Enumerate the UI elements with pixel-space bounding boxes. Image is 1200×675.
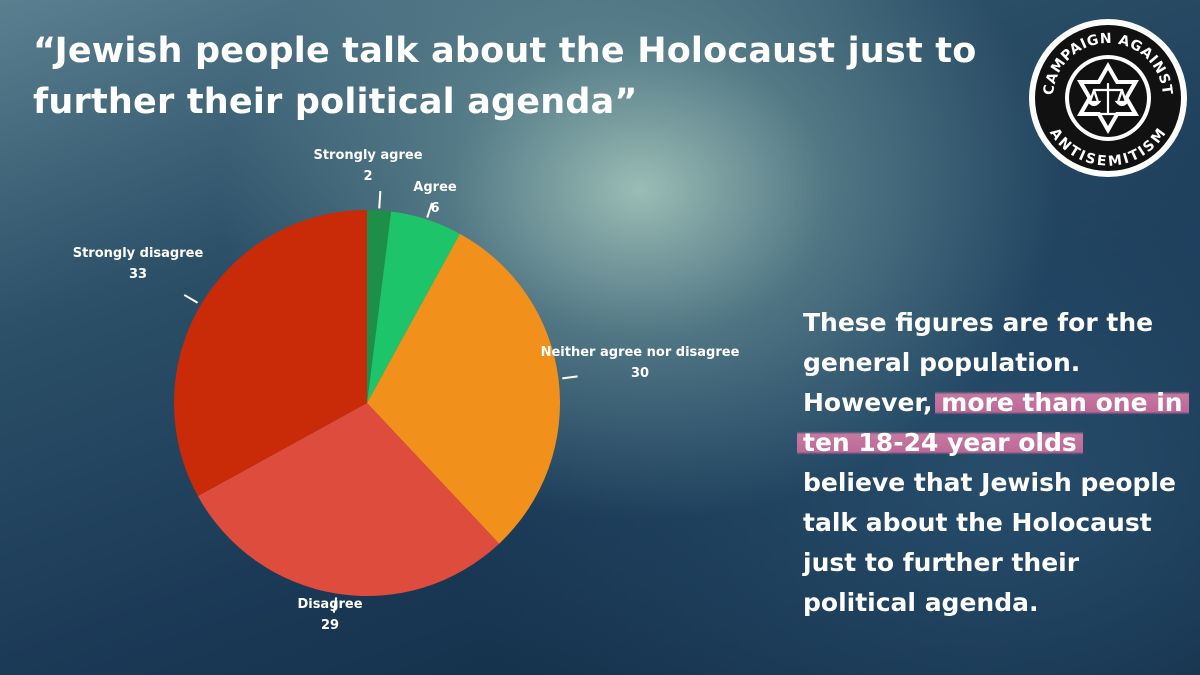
slice-label: Disagree 29 bbox=[297, 594, 362, 636]
leader-line bbox=[562, 375, 578, 380]
slice-label-name: Agree bbox=[413, 180, 457, 195]
campaign-against-antisemitism-logo: CAMPAIGN AGAINST ANTISEMITISM bbox=[1029, 19, 1187, 177]
headline: “Jewish people talk about the Holocaust … bbox=[33, 31, 977, 122]
side-note-intro: These figures are for the general popula… bbox=[803, 308, 1154, 417]
slice-label-name: Disagree bbox=[297, 597, 363, 612]
slice-label-name: Neither agree nor disagree bbox=[540, 345, 740, 360]
pie-chart-svg bbox=[174, 191, 578, 613]
slice-label-value: 29 bbox=[320, 618, 340, 633]
slice-label-value: 33 bbox=[128, 267, 148, 282]
slice-label-value: 6 bbox=[430, 201, 440, 216]
side-note-conclusion: believe that Jewish people talk about th… bbox=[803, 468, 1176, 617]
pie-slice-strongly-agree bbox=[367, 210, 392, 403]
leader-line bbox=[332, 597, 338, 613]
slice-label: Strongly disagree 33 bbox=[73, 243, 204, 285]
slice-label: Agree 6 bbox=[413, 177, 456, 219]
pie-slice-neither-agree-nor-disagree bbox=[367, 233, 560, 544]
leader-line bbox=[426, 202, 433, 218]
slice-label: Strongly agree 2 bbox=[313, 145, 422, 187]
side-note: These figures are for the general popula… bbox=[797, 303, 1189, 623]
slice-label-name: Strongly agree bbox=[313, 148, 423, 163]
leader-line bbox=[378, 191, 382, 209]
slice-label: Neither agree nor disagree 30 bbox=[541, 342, 740, 384]
slice-label-value: 30 bbox=[630, 366, 650, 381]
pie-chart: Strongly agree 2 Agree 6 Neither agree nor d… bbox=[0, 140, 760, 660]
pie-slice-strongly-disagree bbox=[174, 210, 367, 496]
leader-line bbox=[183, 294, 199, 304]
slice-label-name: Strongly disagree bbox=[72, 246, 204, 261]
pie-slice-agree bbox=[367, 211, 460, 403]
pie-slice-disagree bbox=[197, 403, 500, 596]
slice-label-value: 2 bbox=[363, 169, 373, 184]
